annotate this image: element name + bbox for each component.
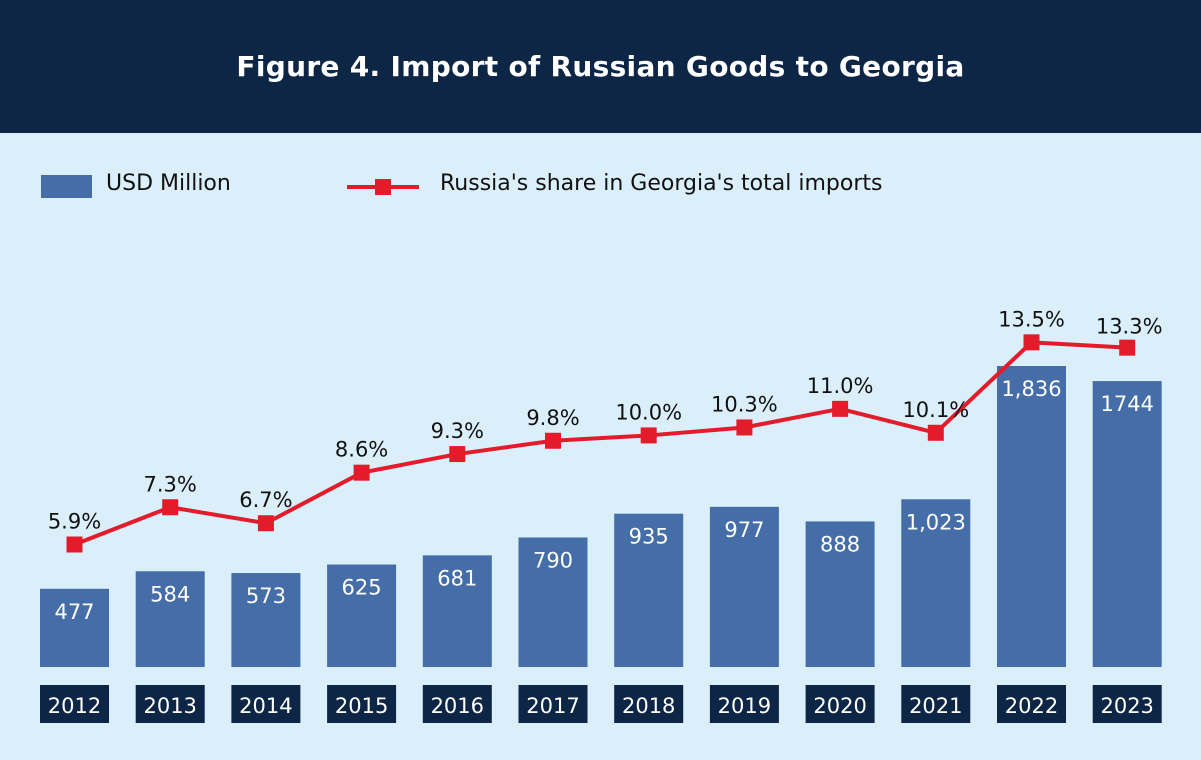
bar-value-label: 1,023 [906, 510, 966, 534]
share-value-label: 5.9% [48, 510, 101, 534]
share-value-label: 13.5% [998, 307, 1065, 331]
year-box [1092, 685, 1162, 723]
share-marker [1023, 334, 1040, 351]
share-value-label: 13.3% [1096, 315, 1163, 339]
bar-value-label: 977 [724, 518, 764, 542]
share-value-label: 9.8% [526, 406, 579, 430]
year-box [614, 685, 684, 723]
x-tick-label: 2014 [239, 694, 292, 718]
share-marker [927, 424, 944, 441]
year-box [805, 685, 875, 723]
bar-value-label: 625 [342, 576, 382, 600]
x-tick-label: 2017 [526, 694, 579, 718]
share-marker [162, 499, 179, 516]
x-tick-label: 2013 [143, 694, 196, 718]
share-marker [545, 432, 561, 449]
bar-value-label: 935 [629, 525, 669, 549]
bar-value-label: 1744 [1100, 392, 1153, 416]
year-box [327, 685, 397, 723]
bar-2013 [135, 571, 205, 667]
bar-2020 [805, 521, 875, 667]
share-marker [736, 419, 753, 436]
x-tick-label: 2015 [335, 694, 388, 718]
bar-value-label: 681 [437, 566, 477, 590]
bar-value-label: 477 [54, 600, 94, 624]
share-marker [449, 446, 466, 463]
share-value-label: 10.3% [711, 392, 778, 416]
bar-2018 [614, 513, 684, 667]
bar-2015 [327, 564, 397, 667]
x-tick-label: 2021 [909, 694, 962, 718]
chart-title: Figure 4. Import of Russian Goods to Geo… [236, 50, 965, 83]
share-marker [66, 536, 83, 553]
bar-value-label: 573 [246, 584, 286, 608]
year-box [709, 685, 779, 723]
legend-line-label: Russia's share in Georgia's total import… [440, 171, 883, 196]
bar-value-label: 1,836 [1001, 377, 1061, 401]
x-tick-label: 2022 [1005, 694, 1058, 718]
bar-2017 [518, 537, 588, 667]
year-box [901, 685, 971, 723]
bar-2019 [709, 506, 779, 667]
share-marker [353, 464, 370, 481]
year-box [997, 685, 1066, 723]
legend-bar-swatch [41, 175, 92, 198]
bar-2014 [231, 573, 301, 667]
year-box [40, 685, 109, 723]
share-marker [640, 427, 657, 444]
share-value-label: 8.6% [335, 438, 388, 462]
x-tick-label: 2012 [48, 694, 101, 718]
share-value-label: 9.3% [431, 419, 484, 443]
legend-line-swatch [347, 179, 419, 195]
year-box [422, 685, 492, 723]
bar-2022 [997, 366, 1066, 667]
bar-value-label: 888 [820, 532, 860, 556]
share-value-label: 11.0% [807, 374, 874, 398]
share-line [73, 340, 1128, 547]
share-value-label: 6.7% [239, 488, 292, 512]
share-marker [832, 400, 849, 417]
bar-value-label: 584 [150, 582, 190, 606]
chart-legend: USD Million Russia's share in Georgia's … [0, 160, 1201, 210]
bar-2016 [422, 555, 492, 667]
x-tick-label: 2023 [1100, 694, 1153, 718]
share-marker [1119, 339, 1136, 356]
year-box [231, 685, 301, 723]
bar-2021 [901, 499, 971, 667]
bar-value-label: 790 [533, 548, 573, 572]
x-tick-label: 2019 [718, 694, 771, 718]
chart-header: Figure 4. Import of Russian Goods to Geo… [0, 0, 1201, 133]
x-tick-label: 2020 [813, 694, 866, 718]
year-box [518, 685, 588, 723]
share-value-label: 10.0% [615, 400, 682, 424]
bar-2023 [1092, 381, 1162, 667]
share-value-label: 10.1% [902, 398, 969, 422]
share-value-label: 7.3% [144, 472, 197, 496]
legend-bar-label: USD Million [106, 171, 231, 196]
share-marker [257, 515, 274, 532]
year-box [135, 685, 205, 723]
x-tick-label: 2018 [622, 694, 675, 718]
bar-2012 [40, 588, 109, 667]
x-tick-label: 2016 [431, 694, 484, 718]
